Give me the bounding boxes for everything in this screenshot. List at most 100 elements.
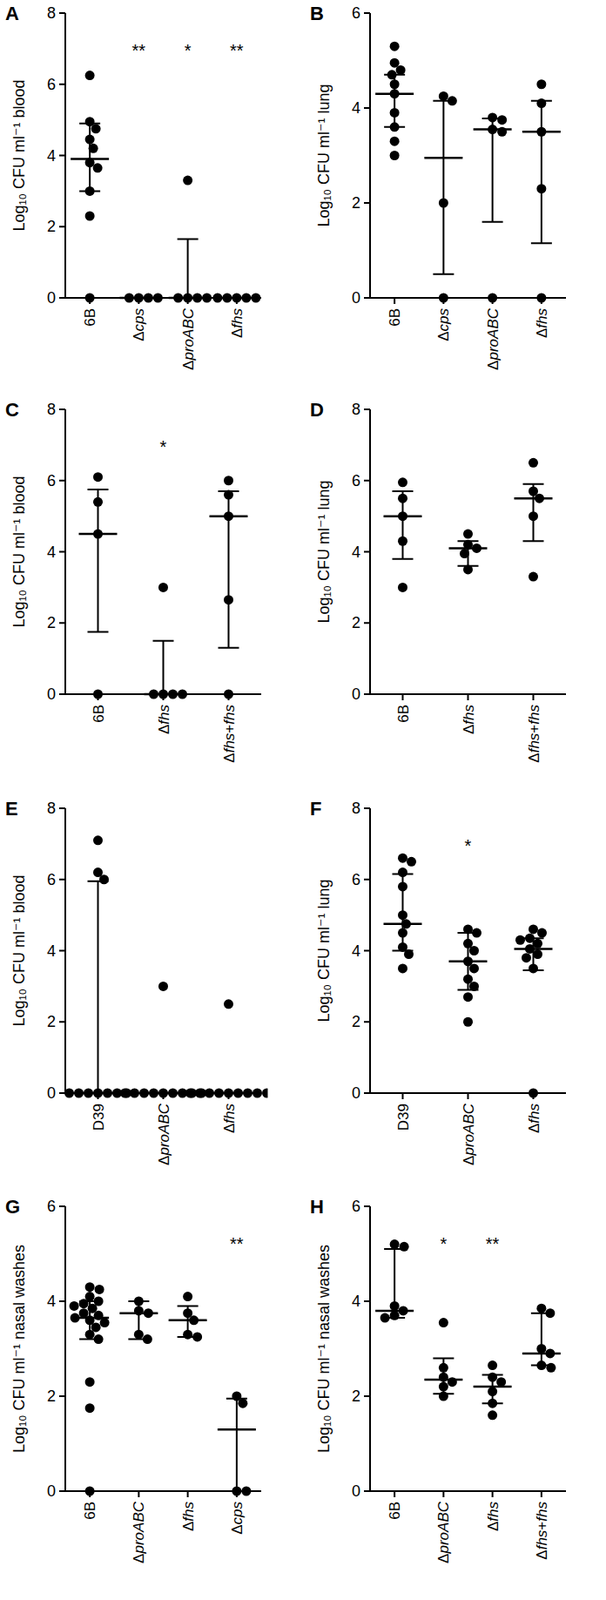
data-point	[79, 1298, 89, 1308]
data-point	[515, 935, 526, 945]
y-tick-label: 4	[47, 147, 56, 165]
data-point	[182, 1291, 193, 1301]
y-axis-label: Log₁₀ CFU ml⁻¹ lung	[315, 479, 333, 623]
category-label: Δfhs	[228, 308, 245, 339]
error-bar	[217, 1398, 256, 1491]
y-tick	[59, 479, 66, 482]
iqr-low-cap	[523, 539, 545, 542]
category-label: Δfhs	[532, 308, 550, 339]
iqr-high-cap	[392, 490, 414, 492]
iqr-high-cap	[482, 1373, 504, 1375]
panel-letter: A	[5, 2, 20, 25]
y-tick	[363, 1394, 371, 1397]
y-tick-label: 2	[351, 194, 361, 212]
y-axis-label: Log₁₀ CFU ml⁻¹ blood	[10, 475, 28, 627]
category-label-part: Δ	[532, 1548, 550, 1559]
category-label: 6B	[386, 308, 404, 327]
category-label-part: fhs	[525, 704, 542, 725]
y-tick	[363, 949, 371, 952]
error-bar	[514, 484, 553, 541]
category-label-part: Δ	[525, 1123, 542, 1133]
y-tick-label: 4	[47, 543, 56, 561]
data-point	[536, 79, 546, 89]
iqr-line	[393, 1248, 396, 1318]
data-point	[487, 1360, 498, 1370]
panel: BLog₁₀ CFU ml⁻¹ lung02466BΔcpsΔproABCΔfh…	[309, 2, 566, 371]
category-label-part: fhs	[525, 732, 542, 753]
iqr-line	[532, 937, 535, 970]
y-tick-label: 0	[351, 289, 361, 307]
category-label: Δfhs+fhs	[525, 704, 542, 763]
data-point	[195, 1088, 205, 1098]
iqr-high-cap	[523, 483, 545, 485]
data-point	[397, 962, 408, 973]
significance: *	[464, 835, 472, 856]
category-label-part: cps	[130, 308, 148, 332]
iqr-high-cap	[226, 1397, 248, 1400]
error-bar	[209, 491, 249, 648]
panel-letter: E	[5, 797, 19, 820]
category-label: D39	[89, 1103, 107, 1131]
data-point	[396, 65, 406, 75]
median-line	[119, 1311, 158, 1314]
category-label: 6B	[89, 704, 107, 723]
category-label-part: Δ	[484, 360, 501, 371]
category-label-part: 6B	[386, 1501, 404, 1520]
data-point	[223, 998, 234, 1009]
data-point	[185, 1088, 196, 1098]
median-line	[79, 532, 118, 536]
median-line	[473, 127, 512, 131]
category-label-part: fhs	[154, 704, 172, 725]
data-point	[528, 1088, 539, 1098]
panel-letter: B	[309, 2, 324, 25]
data-point	[487, 1409, 498, 1420]
iqr-line	[187, 1305, 189, 1336]
data-point	[521, 952, 532, 963]
iqr-line	[137, 1300, 140, 1340]
data-point	[85, 293, 95, 303]
iqr-high-cap	[457, 931, 479, 934]
y-tick-label: 8	[351, 799, 361, 817]
error-bar	[383, 491, 423, 559]
category-label-part: Δ	[459, 724, 477, 734]
data-point	[487, 293, 498, 303]
iqr-high-cap	[531, 100, 553, 102]
y-tick	[59, 949, 66, 952]
y-tick	[363, 1091, 371, 1094]
median-line	[209, 1091, 249, 1095]
data-point	[438, 1317, 449, 1327]
y-tick-label: 2	[47, 613, 56, 632]
y-tick-label: 0	[351, 1481, 361, 1500]
category-label-part: Δ	[435, 330, 452, 341]
error-bar	[424, 101, 463, 275]
y-tick-label: 6	[47, 471, 56, 490]
iqr-high-cap	[177, 1304, 199, 1307]
iqr-low-cap	[523, 969, 545, 971]
iqr-low-cap	[531, 242, 553, 244]
data-point	[399, 1241, 410, 1252]
category-label-part: fhs	[532, 1501, 550, 1522]
data-point	[406, 856, 417, 867]
category-label-part: Δ	[154, 1155, 172, 1165]
data-point	[463, 529, 473, 539]
category-label: D39	[394, 1103, 411, 1131]
category-label-part: fhs	[484, 1501, 501, 1522]
y-tick	[59, 225, 66, 228]
iqr-line	[540, 101, 543, 244]
error-bar	[168, 1305, 208, 1336]
data-point	[390, 136, 400, 147]
iqr-high-cap	[457, 539, 479, 542]
y-tick	[59, 621, 66, 624]
y-axis	[64, 1205, 67, 1491]
iqr-high-cap	[87, 488, 109, 491]
iqr-low-cap	[432, 1392, 454, 1394]
category-label: Δcps	[130, 308, 148, 342]
iqr-high-cap	[392, 873, 414, 876]
y-tick	[59, 878, 66, 881]
category-label-part: 6B	[81, 308, 99, 327]
marks	[79, 471, 249, 699]
data-point	[85, 1281, 95, 1292]
panel: DLog₁₀ CFU ml⁻¹ lung024686BΔfhsΔfhs+fhs	[309, 398, 566, 763]
panel-letter: D	[309, 398, 324, 421]
y-tick-label: 4	[351, 99, 361, 117]
